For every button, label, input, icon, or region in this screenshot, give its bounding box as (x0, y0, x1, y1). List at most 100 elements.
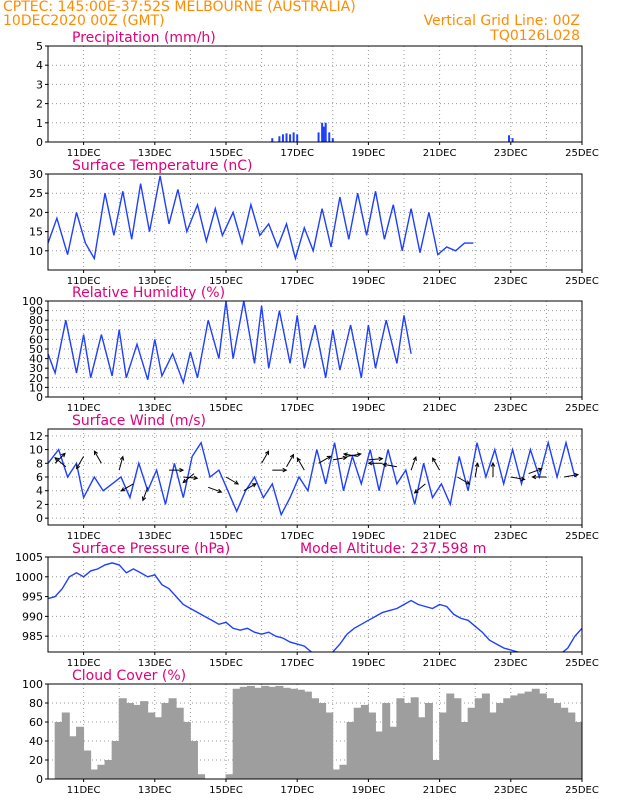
precip-bar (285, 133, 288, 142)
wind-arrow-head (520, 476, 526, 482)
cloud-bar (225, 774, 234, 779)
y-tick-label: 8 (36, 457, 43, 470)
header: CPTEC: 145:00E-37:52S MELBOURNE (AUSTRAL… (3, 0, 580, 44)
x-tick-label: 13DEC (138, 148, 172, 159)
wind-arrow (54, 453, 66, 464)
header-line1: CPTEC: 145:00E-37:52S MELBOURNE (AUSTRAL… (3, 0, 356, 15)
x-tick-label: 25DEC (565, 148, 599, 159)
y-tick-label: 4 (36, 59, 43, 72)
cloud-bar (161, 703, 170, 779)
x-tick-label: 25DEC (565, 531, 599, 542)
precip-bar (331, 138, 334, 142)
wind-arrow-head (367, 461, 373, 466)
cloud-bar (353, 707, 362, 779)
cloud-bar (232, 688, 241, 779)
cloud-bar (567, 712, 576, 779)
wind-arrow-head (537, 467, 543, 473)
header-date: 10DEC2020 00Z (GMT) (3, 13, 165, 29)
y-tick-label: 20 (29, 206, 43, 219)
wind-arrow (121, 483, 134, 492)
x-tick-label: 15DEC (209, 276, 243, 287)
cloud-bar (517, 693, 526, 779)
precip-bar (511, 138, 514, 142)
wind-arrow (296, 457, 305, 471)
x-tick-label: 17DEC (280, 531, 314, 542)
wind-arrow (368, 458, 383, 461)
wind-arrow (457, 476, 470, 485)
cloud-bar (574, 722, 583, 779)
wind-arrow (225, 476, 239, 485)
y-tick-label: 4 (36, 485, 43, 498)
wind-arrow-head (282, 467, 288, 473)
cloud-bar (424, 703, 433, 779)
cloud-bar (289, 688, 298, 779)
precip-bar (317, 132, 320, 142)
panel-title: Surface Temperature (nC) (72, 158, 253, 174)
cloud-bar (453, 698, 462, 779)
x-tick-label: 21DEC (423, 531, 457, 542)
cloud-bar (489, 712, 497, 779)
wind-arrow-head (413, 488, 419, 494)
wind-arrow (261, 450, 270, 464)
wind-arrow (432, 457, 441, 471)
cloud-bar (531, 688, 540, 779)
cloud-bar (147, 712, 156, 779)
y-tick-label: 5 (36, 40, 43, 53)
cloud-bar (346, 722, 355, 779)
y-tick-label: 0 (36, 512, 43, 525)
wind-arrow-head (382, 462, 388, 468)
cloud-bar (332, 769, 341, 779)
panel-title: Precipitation (mm/h) (72, 30, 216, 46)
y-tick-label: 3 (36, 78, 43, 91)
wind-arrow-head (61, 452, 66, 458)
cloud-bar (325, 712, 334, 779)
cloud-bar (524, 691, 533, 779)
cloud-bar (560, 707, 569, 779)
x-tick-label: 17DEC (280, 658, 314, 669)
cloud-bar (410, 697, 419, 779)
cloud-bar (496, 703, 505, 779)
x-tick-label: 13DEC (138, 658, 172, 669)
series-line-relative_humidity (48, 301, 412, 386)
wind-arrow-head (289, 453, 295, 459)
cloud-bar (282, 687, 291, 779)
x-tick-label: 23DEC (494, 531, 528, 542)
cloud-bar (275, 685, 284, 779)
cloud-bar (175, 707, 184, 779)
wind-arrow-head (179, 467, 185, 473)
cloud-bar (154, 717, 163, 779)
wind-arrow-head (264, 450, 270, 456)
cloud-bar (503, 698, 512, 779)
wind-arrow (474, 463, 479, 478)
x-tick-label: 21DEC (423, 785, 457, 796)
precip-bar (271, 138, 274, 142)
header-grid-note: Vertical Grid Line: 00Z (424, 13, 580, 29)
wind-arrow-head (119, 455, 125, 461)
cloud-bar (417, 717, 426, 779)
series-line-surface_pressure (48, 562, 582, 652)
cloud-bar (467, 707, 476, 779)
x-tick-label: 17DEC (280, 276, 314, 287)
y-tick-label: 1005 (15, 551, 43, 564)
x-tick-label: 25DEC (565, 403, 599, 414)
cloud-bar (553, 703, 562, 779)
x-tick-label: 15DEC (209, 531, 243, 542)
precip-bar (296, 134, 299, 142)
cloud-bar (76, 726, 85, 779)
x-tick-label: 23DEC (494, 276, 528, 287)
cloud-bar (446, 693, 455, 779)
cloud-bar (339, 764, 348, 779)
panel-title: Relative Humidity (%) (72, 285, 225, 301)
y-tick-label: 100 (22, 678, 43, 691)
cloud-bar (97, 764, 106, 779)
y-tick-label: 6 (36, 471, 43, 484)
y-tick-label: 0 (36, 136, 43, 149)
cloud-bar (360, 704, 369, 779)
wind-arrow-head (490, 461, 496, 467)
x-tick-label: 25DEC (565, 785, 599, 796)
x-tick-label: 13DEC (138, 531, 172, 542)
y-tick-label: 30 (29, 362, 43, 375)
wind-arrow-head (378, 456, 384, 462)
cloud-bar (104, 760, 113, 779)
cloud-bar (439, 712, 448, 779)
